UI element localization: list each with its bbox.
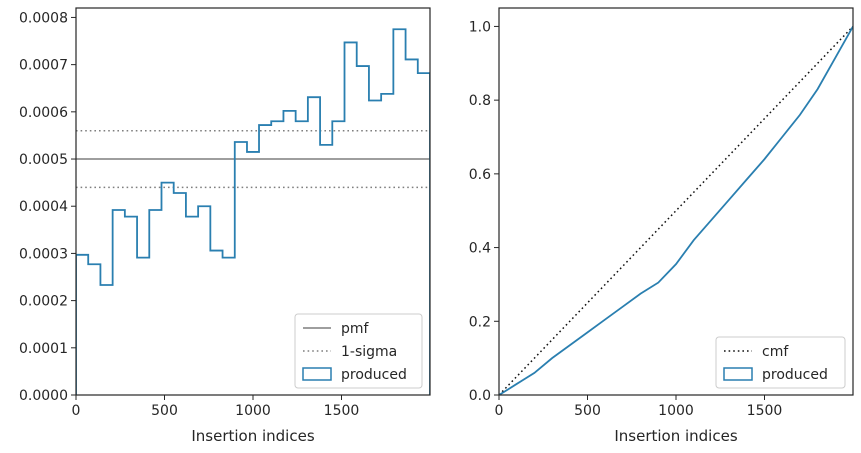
- y-tick-label: 0.0007: [19, 58, 68, 74]
- legend-label: produced: [762, 367, 828, 383]
- legend-label: pmf: [341, 321, 370, 337]
- plot-area: [499, 25, 853, 395]
- y-tick-label: 0.0: [469, 388, 491, 404]
- y-tick-label: 0.0005: [19, 152, 68, 168]
- y-tick-label: 0.0000: [19, 388, 68, 404]
- x-tick-label: 1500: [747, 403, 783, 419]
- right-panel-cmf-curve: 0 500 1000 1500 0.0 0.2 0.4 0.6 0.8 1.0 Insertion …: [469, 7, 854, 445]
- x-tick-label: 1000: [658, 403, 694, 419]
- x-axis-label: Insertion indices: [614, 427, 737, 445]
- y-tick-label: 0.0001: [19, 341, 68, 357]
- legend-label: produced: [341, 367, 407, 383]
- axes-frame: [75, 7, 431, 396]
- produced-series: [499, 25, 853, 395]
- axes-frame: [498, 7, 854, 396]
- x-tick-label: 1000: [235, 403, 271, 419]
- y-tick-label: 0.0004: [19, 199, 68, 215]
- y-tick-label: 0.4: [469, 241, 491, 257]
- x-tick-label: 500: [151, 403, 178, 419]
- plot-area: [76, 28, 430, 395]
- y-tick-label: 0.8: [469, 93, 491, 109]
- x-axis-label: Insertion indices: [191, 427, 314, 445]
- y-tick-label: 1.0: [469, 19, 491, 35]
- legend-swatch-produced: [302, 367, 332, 381]
- produced-series: [76, 28, 430, 395]
- legend-label: cmf: [762, 344, 789, 360]
- y-tick-label: 0.2: [469, 314, 491, 330]
- left-panel-pmf-histogram: 0 500 1000 1500 0.0000 0.0001 0.0002 0.0003 0.00…: [19, 7, 431, 445]
- y-tick-label: 0.0006: [19, 105, 68, 121]
- y-tick-label: 0.0008: [19, 10, 68, 26]
- y-tick-label: 0.0003: [19, 246, 68, 262]
- y-tick-label: 0.0002: [19, 294, 68, 310]
- legend-box: [294, 313, 423, 389]
- x-tick-label: 1500: [324, 403, 360, 419]
- x-tick-label: 500: [574, 403, 601, 419]
- legend: pmf 1-sigma produced: [294, 313, 423, 389]
- x-tick-label: 0: [72, 403, 81, 419]
- y-tick-label: 0.6: [469, 167, 491, 183]
- legend-label: 1-sigma: [341, 344, 397, 360]
- x-tick-label: 0: [495, 403, 504, 419]
- legend-swatch-produced: [723, 367, 753, 381]
- legend-box: [715, 336, 846, 389]
- legend: cmf produced: [715, 336, 846, 389]
